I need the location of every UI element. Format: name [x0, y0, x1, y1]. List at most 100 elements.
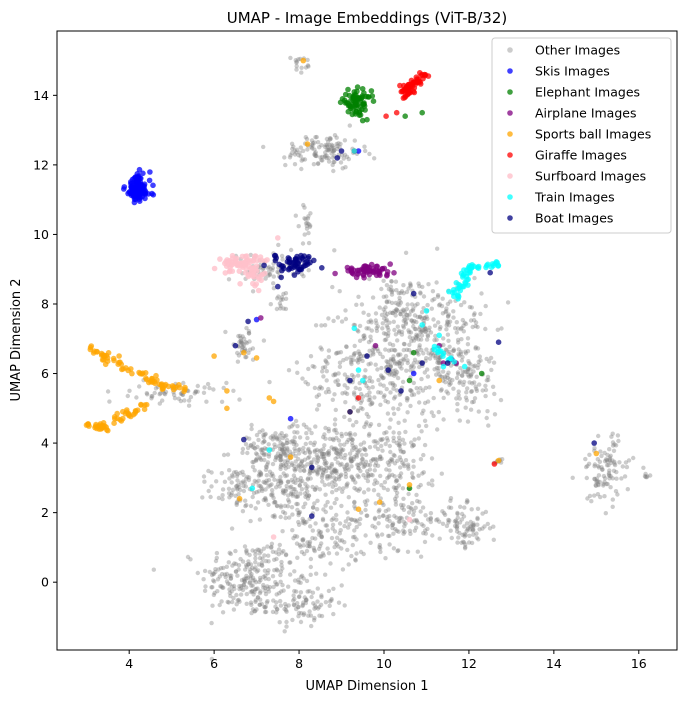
- data-point-other-images: [401, 356, 406, 362]
- data-point-sports-ball-images: [266, 395, 273, 401]
- data-point-other-images: [266, 454, 272, 459]
- data-point-other-images: [611, 448, 617, 453]
- data-point-other-images: [332, 544, 337, 550]
- data-point-other-images: [388, 362, 393, 368]
- data-point-other-images: [246, 562, 251, 567]
- data-point-other-images: [349, 458, 355, 464]
- data-point-other-images: [324, 155, 329, 161]
- data-point-other-images: [438, 324, 443, 330]
- data-point-other-images: [401, 531, 406, 536]
- data-point-other-images: [341, 156, 346, 161]
- data-point-other-images: [350, 440, 355, 446]
- data-point-other-images: [414, 492, 419, 498]
- data-point-other-images: [380, 376, 385, 381]
- data-point-other-images: [458, 504, 463, 509]
- data-point-other-images: [339, 472, 344, 477]
- data-point-other-images: [442, 512, 448, 517]
- data-point-other-images: [233, 569, 239, 574]
- data-point-other-images: [368, 422, 374, 427]
- data-point-other-images: [248, 252, 253, 258]
- data-point-other-images: [236, 353, 242, 358]
- data-point-other-images: [379, 286, 384, 292]
- data-point-other-images: [312, 615, 317, 621]
- data-point-other-images: [459, 540, 464, 545]
- data-point-giraffe-images: [415, 76, 421, 83]
- data-point-other-images: [317, 544, 323, 549]
- data-point-other-images: [300, 478, 305, 484]
- data-point-other-images: [125, 393, 130, 399]
- data-point-other-images: [407, 335, 412, 340]
- data-point-other-images: [306, 366, 311, 372]
- data-point-other-images: [300, 376, 305, 381]
- data-point-other-images: [384, 294, 389, 299]
- data-point-other-images: [352, 534, 357, 540]
- data-point-other-images: [336, 350, 341, 355]
- data-point-other-images: [476, 537, 481, 542]
- data-point-other-images: [372, 395, 377, 400]
- data-point-other-images: [374, 321, 379, 326]
- data-point-other-images: [403, 458, 409, 463]
- data-point-other-images: [322, 323, 328, 328]
- data-point-other-images: [264, 600, 270, 605]
- data-point-other-images: [302, 216, 307, 221]
- data-point-other-images: [267, 469, 273, 474]
- data-point-elephant-images: [359, 86, 366, 92]
- data-point-other-images: [420, 505, 426, 510]
- data-point-other-images: [274, 306, 280, 312]
- data-point-other-images: [283, 552, 289, 557]
- data-point-other-images: [468, 367, 473, 372]
- data-point-other-images: [415, 314, 420, 320]
- data-point-other-images: [333, 351, 339, 356]
- data-point-other-images: [346, 156, 351, 162]
- data-point-other-images: [316, 402, 322, 408]
- data-point-other-images: [324, 136, 330, 142]
- data-point-other-images: [301, 543, 306, 548]
- data-point-other-images: [291, 536, 296, 541]
- data-point-other-images: [467, 524, 473, 529]
- data-point-other-images: [244, 502, 249, 508]
- data-point-other-images: [282, 606, 287, 612]
- data-point-other-images: [371, 350, 376, 355]
- data-point-other-images: [394, 485, 399, 491]
- data-point-other-images: [319, 475, 325, 480]
- data-point-other-images: [205, 381, 211, 387]
- data-point-other-images: [292, 578, 298, 583]
- data-point-other-images: [284, 619, 289, 625]
- data-point-other-images: [451, 348, 456, 353]
- data-point-other-images: [458, 351, 464, 356]
- data-point-other-images: [463, 542, 468, 547]
- data-point-other-images: [253, 552, 258, 557]
- data-point-other-images: [587, 452, 592, 457]
- data-point-other-images: [278, 514, 283, 520]
- data-point-other-images: [243, 567, 248, 572]
- data-point-other-images: [279, 431, 284, 436]
- data-point-other-images: [397, 473, 402, 479]
- data-point-other-images: [470, 528, 476, 533]
- data-point-other-images: [467, 304, 473, 310]
- data-point-other-images: [394, 490, 400, 496]
- data-point-other-images: [485, 409, 490, 414]
- data-point-other-images: [403, 353, 409, 359]
- data-point-other-images: [350, 542, 355, 548]
- data-point-other-images: [470, 400, 475, 405]
- data-point-other-images: [298, 145, 303, 150]
- data-point-other-images: [414, 517, 419, 523]
- data-point-other-images: [322, 482, 327, 488]
- data-point-other-images: [282, 629, 287, 634]
- data-point-other-images: [431, 317, 436, 322]
- data-point-boat-images: [261, 262, 267, 269]
- data-point-other-images: [631, 455, 636, 461]
- data-point-other-images: [331, 148, 337, 153]
- data-point-other-images: [339, 503, 344, 509]
- data-point-other-images: [219, 599, 224, 604]
- data-point-other-images: [447, 380, 452, 385]
- data-point-other-images: [321, 446, 326, 452]
- data-point-other-images: [321, 451, 326, 457]
- data-point-other-images: [257, 555, 263, 561]
- data-point-other-images: [312, 440, 317, 445]
- data-point-other-images: [491, 360, 497, 365]
- data-point-other-images: [278, 579, 283, 584]
- data-point-other-images: [381, 383, 386, 388]
- data-point-other-images: [373, 318, 378, 323]
- data-point-other-images: [253, 580, 259, 585]
